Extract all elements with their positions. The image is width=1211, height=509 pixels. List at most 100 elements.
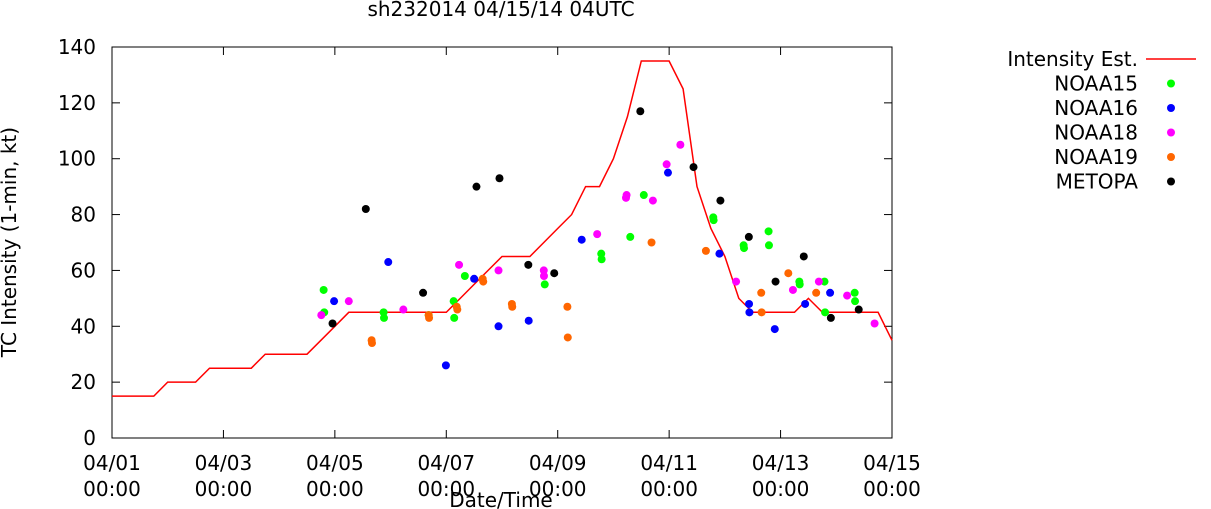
data-point-noaa18 <box>539 266 548 275</box>
data-point-noaa19 <box>757 288 766 297</box>
data-point-noaa15 <box>820 277 829 286</box>
data-point-noaa16 <box>801 299 810 308</box>
x-tick-label-time: 00:00 <box>83 477 141 501</box>
data-point-noaa15 <box>764 227 773 236</box>
data-point-noaa18 <box>399 305 408 314</box>
data-point-noaa16 <box>384 258 393 267</box>
data-point-noaa18 <box>814 277 823 286</box>
data-point-noaa18 <box>648 196 657 205</box>
x-axis-label: Date/Time <box>449 488 553 509</box>
x-tick-label-date: 04/09 <box>529 451 587 475</box>
data-point-noaa18 <box>870 319 879 328</box>
x-tick-label-date: 04/15 <box>863 451 921 475</box>
data-point-noaa18 <box>539 272 548 281</box>
data-point-noaa19 <box>479 277 488 286</box>
y-tick-label: 0 <box>83 426 96 450</box>
data-point-metopa <box>328 319 337 328</box>
y-tick-label: 40 <box>71 314 96 338</box>
data-point-noaa15 <box>821 308 830 317</box>
x-tick-label-date: 04/05 <box>306 451 364 475</box>
data-point-noaa16 <box>745 308 754 317</box>
data-point-noaa16 <box>494 322 503 331</box>
x-tick-label-time: 00:00 <box>195 477 253 501</box>
data-point-noaa19 <box>508 302 517 311</box>
x-tick-label-date: 04/01 <box>83 451 141 475</box>
y-tick-label: 100 <box>58 147 96 171</box>
data-point-noaa18 <box>494 266 503 275</box>
data-point-noaa15 <box>709 216 718 225</box>
y-tick-label: 80 <box>71 203 96 227</box>
data-point-noaa15 <box>850 288 859 297</box>
data-point-noaa16 <box>577 235 586 244</box>
legend: Intensity Est.NOAA15NOAA16NOAA18NOAA19ME… <box>1007 47 1196 194</box>
data-point-metopa <box>689 163 698 172</box>
data-point-metopa <box>550 269 559 278</box>
data-point-metopa <box>854 305 863 314</box>
data-point-noaa15 <box>597 255 606 264</box>
data-point-noaa18 <box>676 140 685 149</box>
plot-frame <box>111 46 893 439</box>
data-point-noaa18 <box>317 311 326 320</box>
data-point-noaa19 <box>425 313 434 322</box>
x-tick-label-date: 04/13 <box>752 451 810 475</box>
legend-label: Intensity Est. <box>1007 47 1138 71</box>
data-point-noaa18 <box>593 230 602 239</box>
data-point-noaa15 <box>379 313 388 322</box>
x-tick-label-time: 00:00 <box>306 477 364 501</box>
x-tick-label-time: 00:00 <box>529 477 587 501</box>
x-tick-label-time: 00:00 <box>863 477 921 501</box>
legend-label: NOAA18 <box>1054 121 1138 145</box>
x-tick-label-time: 00:00 <box>752 477 810 501</box>
data-point-noaa19 <box>453 305 462 314</box>
data-point-noaa19 <box>757 308 766 317</box>
x-tick-label-time: 00:00 <box>417 477 475 501</box>
data-point-metopa <box>361 204 370 213</box>
data-point-noaa19 <box>812 288 821 297</box>
data-point-noaa15 <box>626 232 635 241</box>
data-point-noaa15 <box>795 280 804 289</box>
legend-swatch-noaa19 <box>1167 153 1175 161</box>
data-point-noaa18 <box>344 297 353 306</box>
legend-label: NOAA15 <box>1054 72 1138 96</box>
y-axis-label: TC Intensity (1-min, kt) <box>0 127 21 358</box>
data-point-metopa <box>826 313 835 322</box>
legend-swatch-noaa15 <box>1167 79 1175 88</box>
data-point-noaa16 <box>441 361 450 370</box>
series-line-intensity-est <box>112 60 893 397</box>
axis-ticks: 02040608010012014004/0100:0004/0300:0004… <box>58 35 921 501</box>
x-tick-label-date: 04/07 <box>417 451 475 475</box>
data-point-noaa15 <box>639 191 648 200</box>
legend-swatch-noaa16 <box>1167 104 1175 112</box>
x-tick-label-time: 00:00 <box>640 477 698 501</box>
chart-title: sh232014 04/15/14 04UTC <box>367 0 634 21</box>
data-point-noaa15 <box>764 241 773 250</box>
y-tick-label: 120 <box>58 91 96 115</box>
data-point-noaa15 <box>740 244 749 253</box>
data-point-noaa15 <box>319 285 328 294</box>
x-tick-label-date: 04/11 <box>640 451 698 475</box>
data-point-noaa18 <box>843 291 852 300</box>
data-point-noaa16 <box>826 288 835 297</box>
data-point-noaa18 <box>662 160 671 169</box>
data-point-noaa19 <box>647 238 656 247</box>
data-point-metopa <box>799 252 808 261</box>
legend-label: NOAA16 <box>1054 96 1138 120</box>
legend-swatch-noaa18 <box>1167 128 1175 137</box>
data-point-noaa19 <box>784 269 793 278</box>
data-point-noaa16 <box>745 299 754 308</box>
data-point-noaa16 <box>524 316 533 325</box>
data-point-metopa <box>771 277 780 286</box>
y-tick-label: 20 <box>71 370 96 394</box>
y-tick-label: 140 <box>58 35 96 59</box>
plot-area <box>112 60 893 397</box>
data-point-metopa <box>419 288 428 297</box>
data-point-noaa16 <box>470 274 479 283</box>
data-point-metopa <box>472 182 481 191</box>
data-point-noaa16 <box>663 168 672 177</box>
data-point-noaa19 <box>368 339 376 348</box>
data-point-metopa <box>495 174 504 183</box>
data-point-noaa18 <box>732 277 741 286</box>
data-point-noaa19 <box>563 302 572 311</box>
data-point-noaa15 <box>851 297 860 306</box>
